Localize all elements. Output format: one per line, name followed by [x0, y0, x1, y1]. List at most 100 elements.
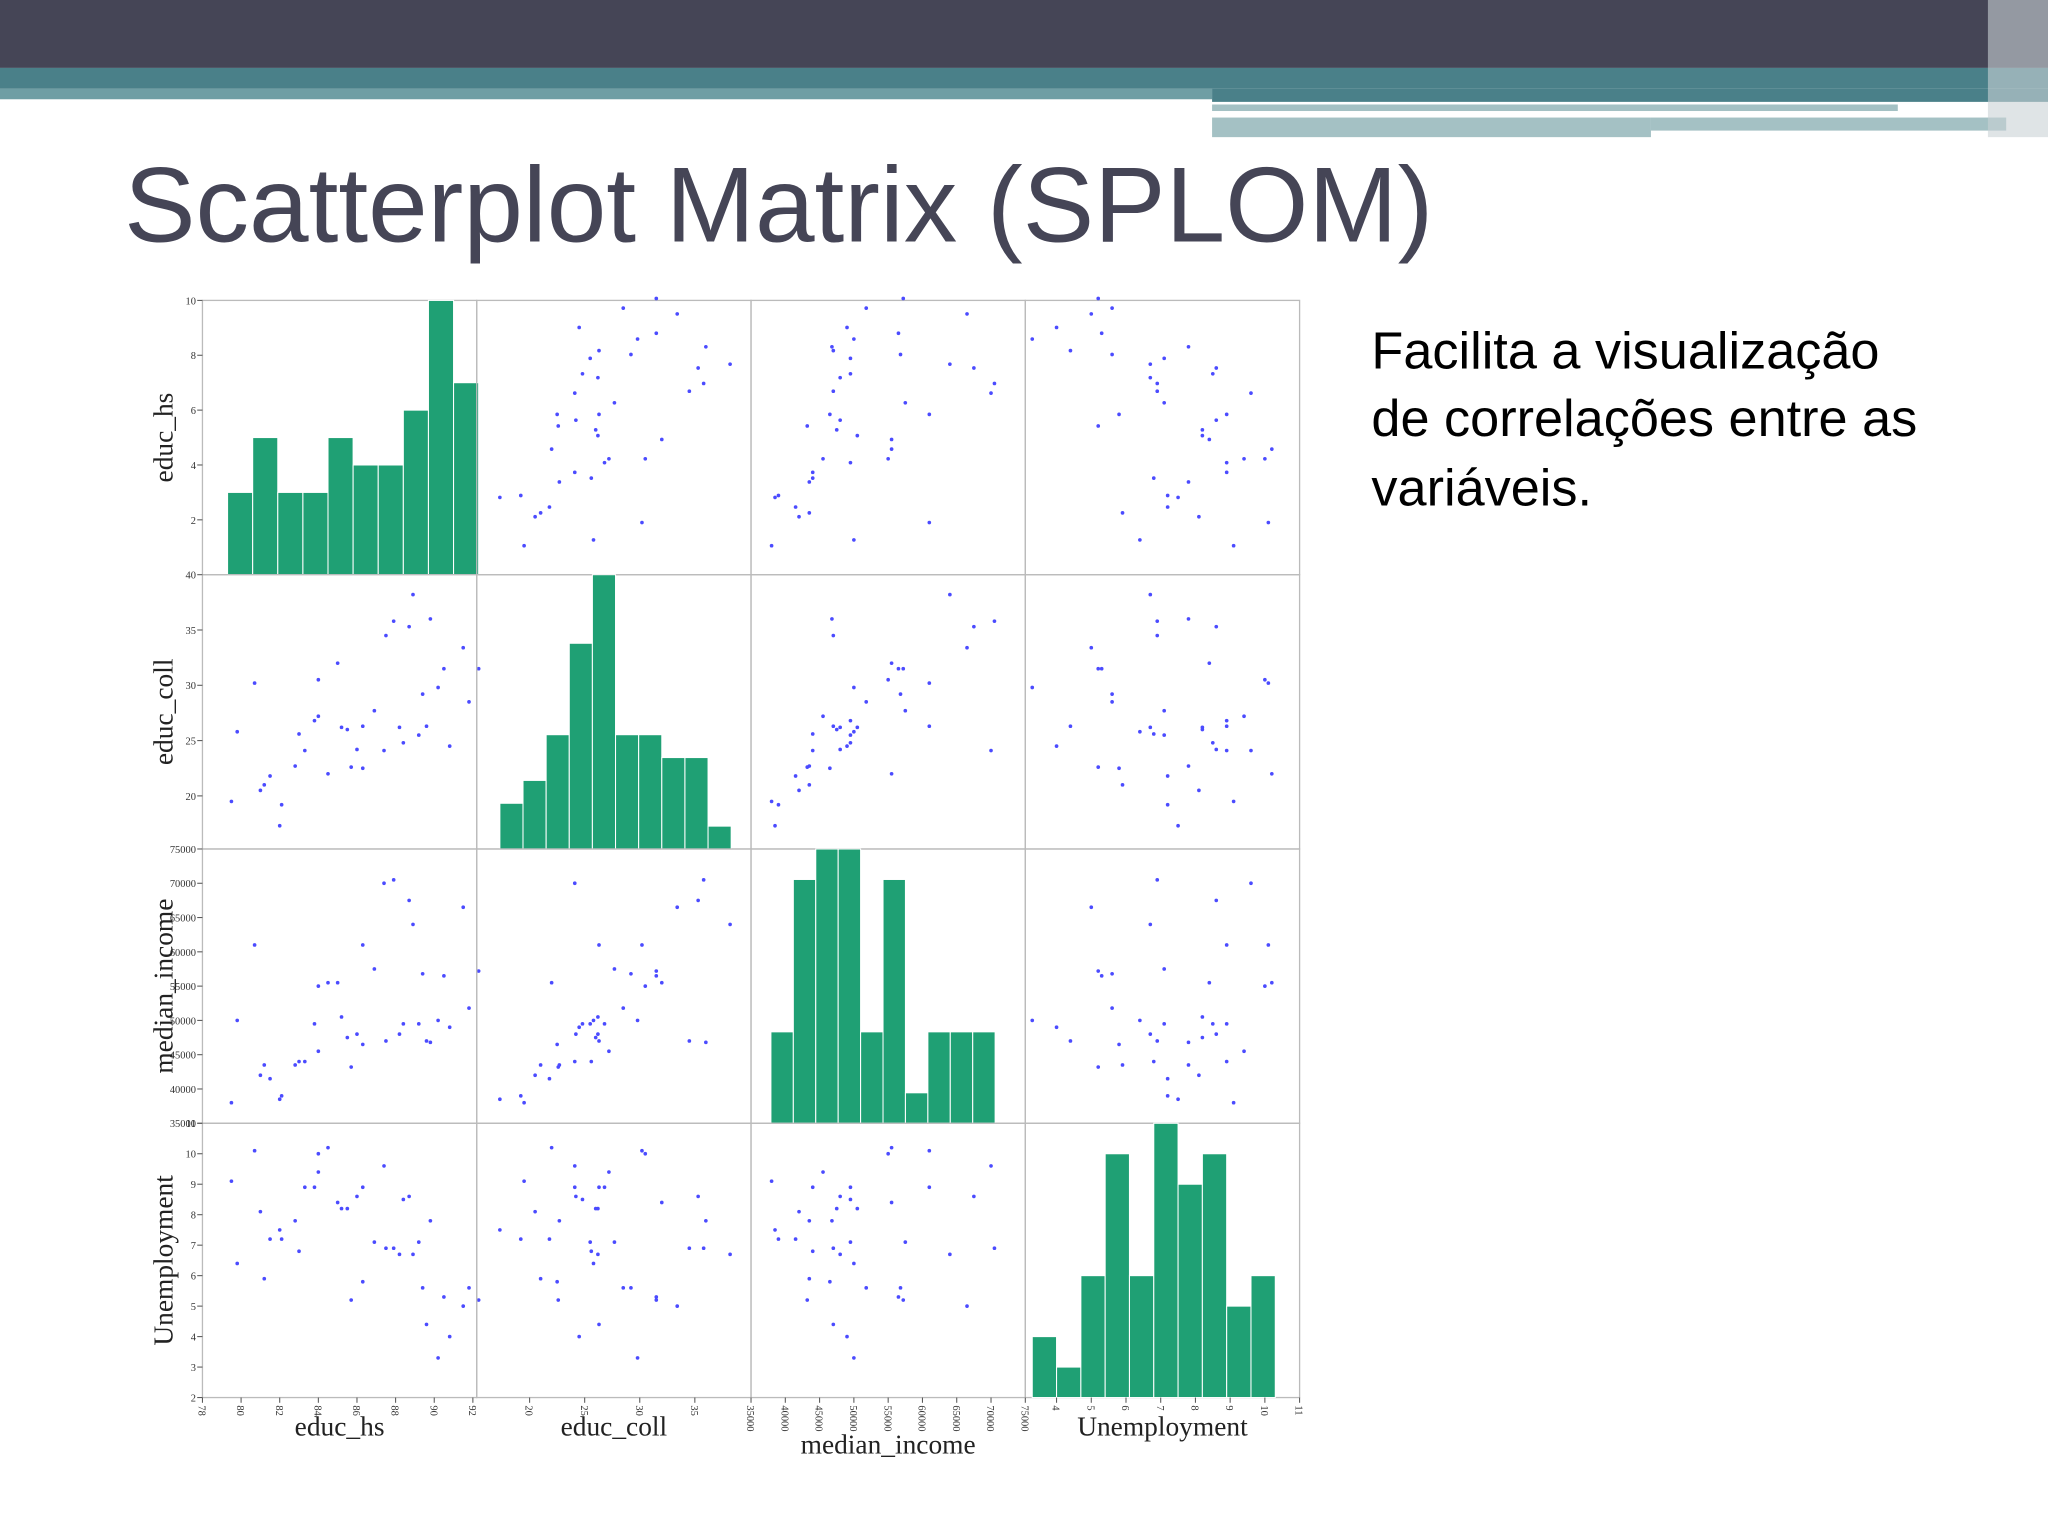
scatter-point	[416, 733, 421, 737]
scatter-point	[687, 1246, 692, 1251]
scatter-point	[810, 732, 815, 736]
scatter-point	[262, 1063, 267, 1067]
scatter-point	[1214, 898, 1219, 903]
scatter-point	[401, 1022, 406, 1026]
histogram-bar	[949, 1031, 974, 1124]
scatter-point	[447, 1334, 452, 1339]
histogram-bar	[815, 848, 839, 1124]
scatter-point	[972, 624, 976, 629]
x-axis-label: median_income	[801, 1430, 976, 1460]
histogram-bar	[1128, 1275, 1155, 1399]
scatter-point	[476, 969, 481, 973]
scatter-point	[597, 1185, 601, 1190]
scatter-point	[1165, 493, 1170, 498]
scatter-point	[927, 724, 932, 729]
scatter-point	[349, 765, 354, 769]
scatter-point	[828, 766, 832, 771]
header-bar	[0, 0, 2048, 68]
x-tick-label: 25	[578, 1405, 589, 1415]
scatter-point	[654, 1295, 659, 1299]
scatter-point	[549, 1145, 554, 1150]
scatter-point	[442, 666, 446, 671]
x-tick-label: 92	[466, 1405, 477, 1415]
histogram-bar	[1104, 1153, 1130, 1399]
scatter-point	[533, 1209, 537, 1214]
scatter-point	[965, 645, 969, 650]
y-axis-label: Unemployment	[148, 1175, 178, 1346]
histogram-bar	[927, 1031, 951, 1124]
scatter-point	[1176, 495, 1180, 500]
scatter-point	[384, 633, 388, 638]
scatter-point	[659, 437, 664, 442]
scatter-point	[704, 1218, 708, 1223]
scatter-point	[467, 1006, 471, 1010]
scatter-point	[1214, 1032, 1219, 1036]
y-tick-label: 60000	[170, 948, 196, 959]
scatter-point	[518, 1094, 523, 1098]
scatter-point	[302, 1059, 307, 1064]
scatter-point	[538, 511, 543, 515]
scatter-point	[848, 740, 853, 745]
scatter-point	[277, 823, 282, 828]
scatter-point	[830, 344, 834, 349]
histogram-bar	[860, 1031, 884, 1124]
scatter-point	[834, 727, 839, 732]
scatter-point	[852, 1261, 856, 1266]
histogram-bar	[252, 437, 279, 576]
scatter-point	[927, 520, 932, 525]
x-tick-label: 30	[633, 1405, 644, 1415]
scatter-point	[316, 1049, 321, 1054]
scatter-point	[864, 306, 869, 310]
panel-frame	[750, 299, 1026, 576]
scatter-point	[1207, 437, 1212, 442]
body-text: variáveis.	[1371, 459, 1592, 517]
scatter-point	[1099, 666, 1104, 671]
scatter-point	[547, 1076, 552, 1081]
scatter-point	[1120, 1063, 1125, 1067]
scatter-point	[235, 729, 240, 734]
scatter-point	[896, 666, 901, 671]
scatter-point	[927, 1185, 932, 1190]
scatter-point	[428, 617, 433, 621]
scatter-point	[258, 1209, 263, 1214]
scatter-point	[948, 592, 952, 597]
scatter-point	[549, 980, 554, 985]
scatter-point	[591, 538, 596, 542]
x-tick-label: 10	[1258, 1405, 1269, 1415]
scatter-point	[572, 881, 577, 886]
scatter-point	[597, 1039, 601, 1043]
histogram-bar	[638, 734, 663, 850]
scatter-point	[518, 493, 523, 498]
histogram-bar	[837, 848, 862, 1124]
scatter-point	[335, 661, 340, 666]
scatter-point	[889, 1200, 894, 1205]
scatter-point	[810, 1249, 815, 1254]
scatter-point	[556, 1065, 561, 1069]
header-corner	[1987, 0, 2048, 138]
scatter-point	[629, 971, 633, 976]
scatter-point	[411, 592, 415, 597]
scatter-point	[447, 744, 452, 748]
scatter-point	[1269, 771, 1274, 776]
scatter-point	[1155, 389, 1160, 394]
scatter-point	[597, 1322, 601, 1327]
scatter-point	[1030, 1018, 1035, 1023]
scatter-point	[848, 1240, 853, 1244]
scatter-point	[411, 1252, 415, 1257]
scatter-point	[397, 725, 402, 730]
scatter-point	[574, 418, 578, 422]
scatter-point	[1263, 456, 1267, 461]
x-tick-label: 86	[350, 1405, 361, 1415]
scatter-point	[654, 974, 659, 978]
scatter-point	[989, 1164, 993, 1168]
scatter-point	[407, 1194, 411, 1199]
scatter-point	[1214, 418, 1219, 422]
scatter-point	[384, 1039, 388, 1043]
scatter-point	[572, 1164, 577, 1168]
histogram-bar	[904, 1092, 929, 1124]
scatter-point	[654, 969, 659, 973]
scatter-point	[659, 980, 664, 985]
body-text: de correlações entre as	[1371, 390, 1917, 448]
scatter-point	[838, 747, 842, 752]
scatter-point	[855, 725, 860, 730]
